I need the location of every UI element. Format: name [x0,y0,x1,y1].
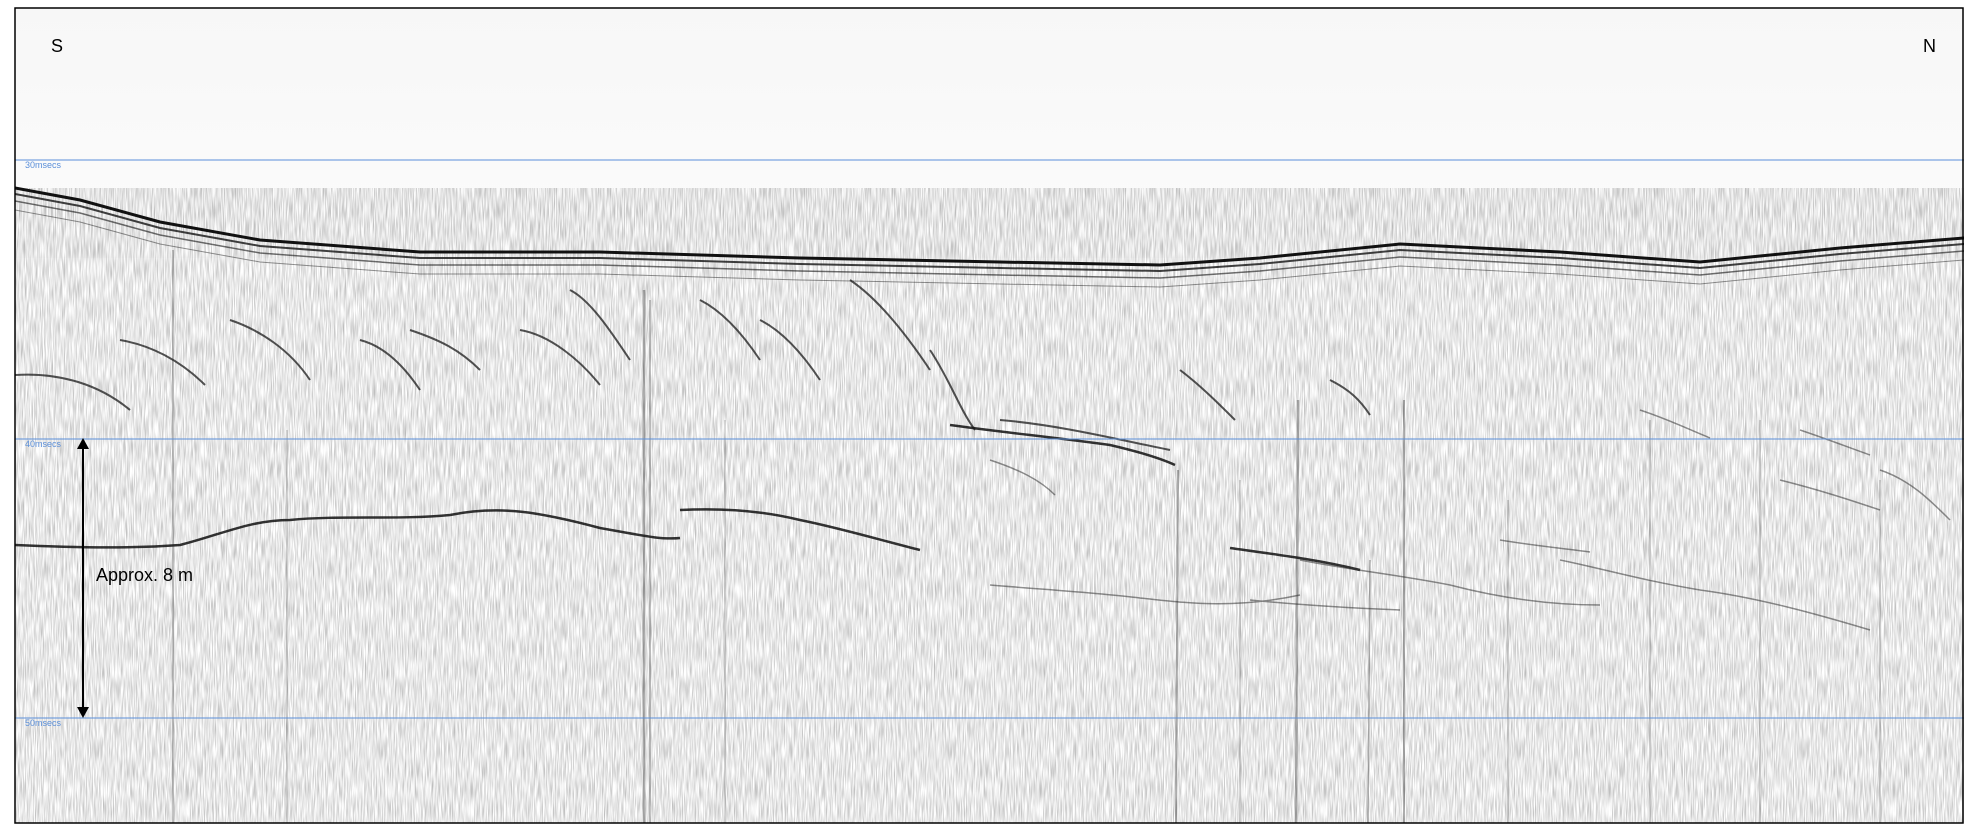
vertical-noise [172,250,1881,823]
deep-reflectors [989,409,1951,631]
strong-reflectors [15,423,1361,572]
direction-north-label: N [1923,36,1936,56]
dipping-reflectors [15,279,1371,451]
water-column [15,8,1964,258]
time-label-40: 40msecs [25,439,62,449]
time-label-30: 30msecs [25,160,62,170]
direction-south-label: S [51,36,64,56]
time-label-50: 50msecs [25,718,62,728]
seabed-reflector [15,186,1964,288]
scale-label: Approx. 8 m [96,565,194,585]
profile-frame [14,7,1964,824]
scale-arrow [77,438,89,718]
sediment-texture [15,188,1964,823]
